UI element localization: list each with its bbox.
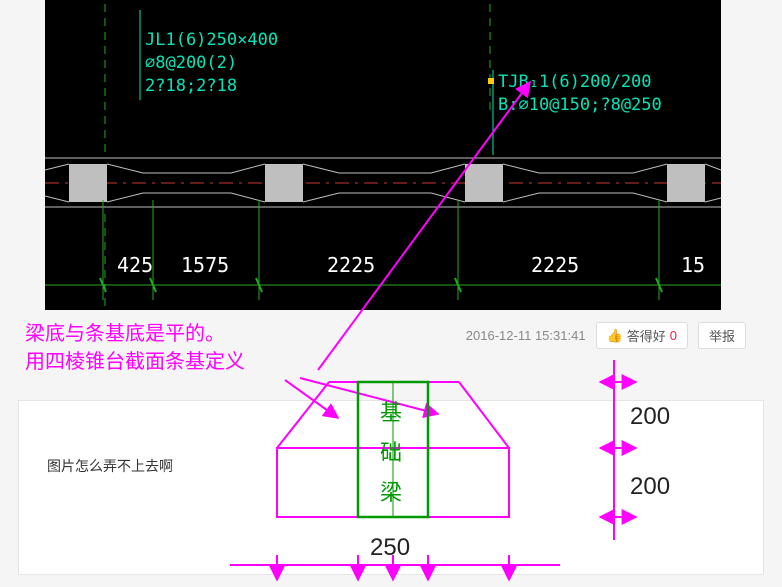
svg-text:425: 425: [117, 253, 153, 277]
svg-text:⌀8@200(2): ⌀8@200(2): [145, 53, 237, 73]
report-button[interactable]: 举报: [698, 322, 746, 349]
timestamp: 2016-12-11 15:31:41: [466, 328, 586, 343]
cad-drawing: JL1(6)250×400 ⌀8@200(2) 2?18;2?18 TJB₁1(…: [45, 0, 721, 310]
annotation-line2: 用四棱锥台截面条基定义: [25, 348, 245, 376]
svg-text:2?18;2?18: 2?18;2?18: [145, 76, 237, 96]
svg-text:JL1(6)250×400: JL1(6)250×400: [145, 30, 278, 50]
svg-text:B:⌀10@150;?8@250: B:⌀10@150;?8@250: [498, 95, 662, 115]
svg-text:2225: 2225: [531, 253, 579, 277]
like-count: 0: [670, 328, 677, 343]
annotation-line1: 梁底与条基底是平的。: [25, 320, 245, 348]
svg-text:15: 15: [681, 253, 705, 277]
beam-strip: [45, 155, 721, 210]
svg-text:TJB₁1(6)200/200: TJB₁1(6)200/200: [498, 72, 652, 92]
annotation-text: 梁底与条基底是平的。 用四棱锥台截面条基定义: [25, 320, 245, 376]
reply-panel: 图片怎么弄不上去啊: [18, 400, 764, 575]
like-button[interactable]: 👍 答得好 0: [596, 322, 688, 349]
thumb-up-icon: 👍: [607, 328, 623, 344]
svg-text:1575: 1575: [181, 253, 229, 277]
like-label: 答得好: [627, 326, 666, 345]
cad-svg: JL1(6)250×400 ⌀8@200(2) 2?18;2?18 TJB₁1(…: [45, 0, 721, 310]
svg-text:2225: 2225: [327, 253, 375, 277]
reply-text: 图片怎么弄不上去啊: [47, 456, 173, 476]
